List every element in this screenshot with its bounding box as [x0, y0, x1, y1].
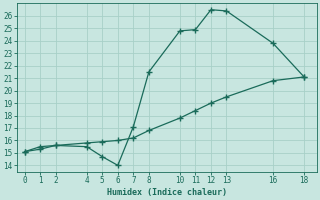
X-axis label: Humidex (Indice chaleur): Humidex (Indice chaleur)	[107, 188, 227, 197]
